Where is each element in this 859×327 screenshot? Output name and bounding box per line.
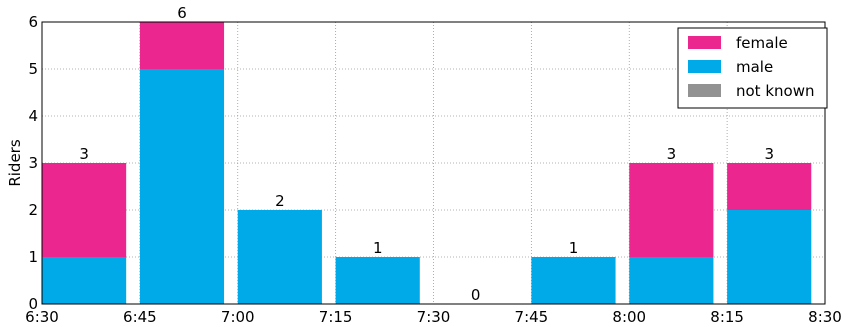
bar-male-5: [531, 257, 616, 304]
data-label-2: 2: [275, 192, 285, 210]
bar-male-1: [139, 69, 225, 304]
data-labels-group: 3 6 2 1 0 1 3 3: [79, 4, 774, 304]
data-label-7: 3: [764, 145, 774, 163]
x-tick-label: 8:30: [808, 308, 842, 326]
legend: female male not known: [677, 27, 828, 109]
y-tick-label: 4: [28, 107, 38, 125]
bar-female-0: [42, 163, 127, 257]
data-label-6: 3: [667, 145, 677, 163]
bar-male-7: [727, 210, 812, 304]
y-axis-title: Riders: [6, 139, 24, 187]
data-label-5: 1: [569, 239, 579, 257]
x-tick-label: 6:30: [25, 308, 59, 326]
x-tick-label: 8:00: [612, 308, 646, 326]
y-tick-label: 6: [28, 13, 38, 31]
y-tick-label: 0: [28, 295, 38, 313]
data-label-4: 0: [471, 286, 481, 304]
data-label-1: 6: [177, 4, 187, 22]
bars-group: [42, 22, 812, 304]
data-label-0: 3: [79, 145, 89, 163]
y-tick-label: 5: [28, 60, 38, 78]
bar-female-6: [629, 163, 714, 257]
data-label-3: 1: [373, 239, 383, 257]
y-tick-label: 2: [28, 201, 38, 219]
bar-male-2: [237, 210, 322, 304]
plot-frame: [41, 21, 826, 305]
x-tick-label: 7:15: [319, 308, 353, 326]
bar-male-3: [335, 257, 420, 304]
bar-female-7: [727, 163, 812, 210]
y-tick-label: 1: [28, 248, 38, 266]
x-tick-label: 7:00: [221, 308, 255, 326]
bar-female-1: [139, 22, 225, 69]
bar-male-0: [42, 257, 127, 304]
bar-male-6: [629, 257, 714, 304]
legend-swatch-female: [688, 36, 721, 49]
x-tick-label: 6:45: [123, 308, 157, 326]
x-tick-labels: 6:30 6:45 7:00 7:15 7:30 7:45 8:00 8:15 8:30: [25, 308, 842, 326]
legend-swatch-male: [688, 60, 721, 73]
legend-label-not-known: not known: [736, 82, 814, 100]
legend-label-male: male: [736, 58, 773, 76]
x-tick-label: 7:30: [417, 308, 451, 326]
legend-label-female: female: [736, 34, 788, 52]
y-tick-label: 3: [28, 154, 38, 172]
x-tick-label: 7:45: [515, 308, 549, 326]
legend-swatch-not-known: [688, 84, 721, 97]
x-tick-label: 8:15: [710, 308, 744, 326]
y-tick-labels: 0 1 2 3 4 5 6: [28, 13, 38, 313]
